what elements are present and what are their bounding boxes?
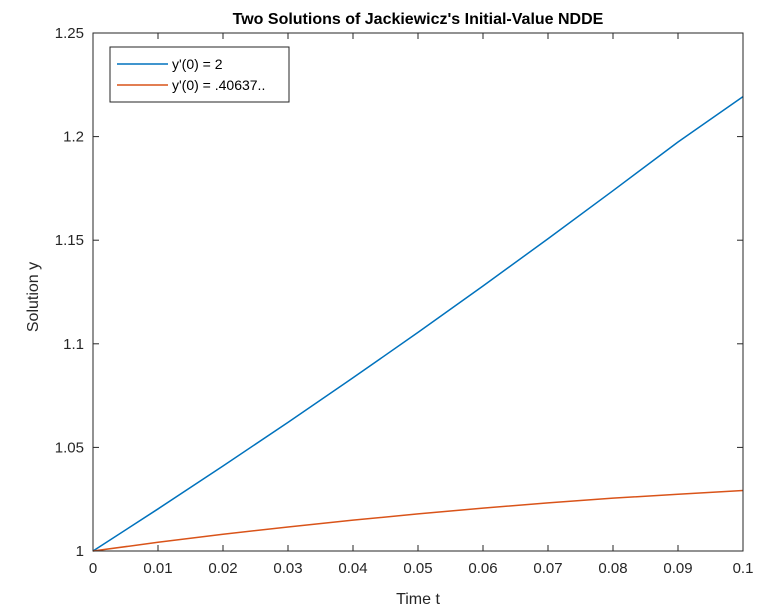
y-tick-label: 1.1: [63, 336, 84, 353]
legend-label-1: y'(0) = 2: [172, 56, 223, 72]
series-line-1: [92, 95, 744, 552]
series-lines: [92, 95, 744, 552]
axes: 0 0.01 0.02 0.03 0.04 0.05 0.06 0.07 0.08 0.09 0.1…: [55, 25, 754, 577]
legend: y'(0) = 2 y'(0) = .40637..: [109, 46, 290, 103]
x-tick-label: 0.08: [598, 560, 627, 577]
x-tick-label: 0.06: [468, 560, 497, 577]
x-tick-label: 0.07: [533, 560, 562, 577]
series-line-2: [92, 489, 744, 552]
y-tick-label: 1.25: [55, 25, 84, 42]
legend-label-2: y'(0) = .40637..: [172, 77, 265, 93]
x-axis-label: Time t: [396, 591, 440, 608]
y-tick-label: 1.15: [55, 232, 84, 249]
x-tick-label: 0.03: [273, 560, 302, 577]
y-tick-label: 1.2: [63, 129, 84, 146]
x-tick-label: 0.04: [338, 560, 367, 577]
y-tick-label: 1: [76, 543, 84, 560]
x-tick-label: 0.01: [143, 560, 172, 577]
y-axis-label: Solution y: [25, 262, 42, 332]
x-tick-label: 0: [89, 560, 97, 577]
x-tick-label: 0.02: [208, 560, 237, 577]
x-tick-label: 0.05: [403, 560, 432, 577]
chart-title: Two Solutions of Jackiewicz's Initial-Va…: [233, 11, 604, 28]
legend-box: [109, 46, 290, 103]
plot-area: [93, 33, 743, 551]
y-tick-label: 1.05: [55, 439, 84, 456]
x-tick-label: 0.1: [733, 560, 754, 577]
plot-background: [93, 33, 743, 551]
x-tick-label: 0.09: [663, 560, 692, 577]
